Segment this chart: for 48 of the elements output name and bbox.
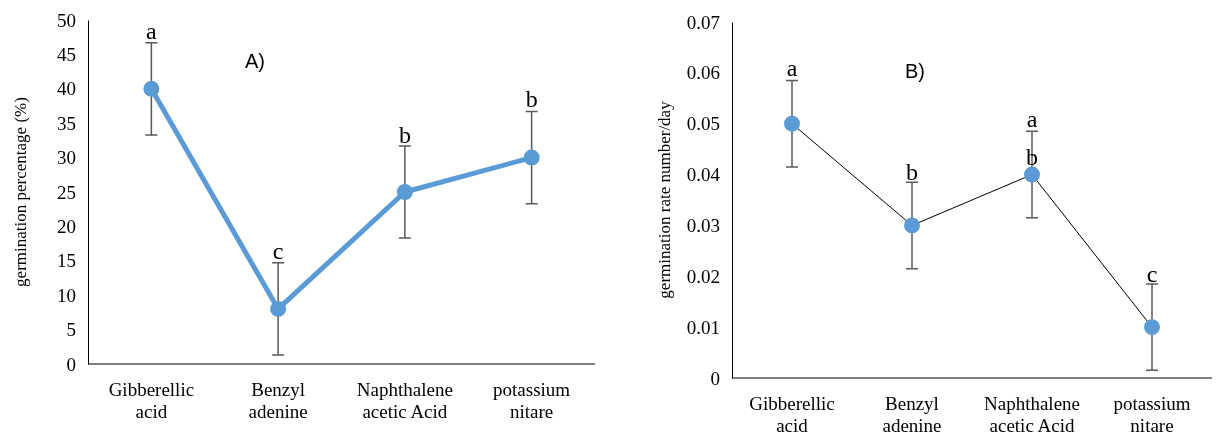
- annotation: c: [272, 237, 284, 264]
- y-tick-label: 0.07: [686, 11, 720, 33]
- y-tick-label: 0.04: [686, 164, 721, 186]
- y-tick-label: 50: [57, 9, 76, 31]
- annotation: a: [786, 54, 798, 81]
- y-tick-label: 15: [57, 250, 76, 272]
- annotation: c: [1146, 260, 1158, 287]
- y-tick-label: 5: [66, 319, 76, 341]
- x-tick-label: potassium nitare: [493, 379, 571, 422]
- text: B): [905, 60, 925, 82]
- point: [270, 301, 287, 317]
- y-tick-label: 45: [57, 43, 76, 65]
- text: A): [245, 50, 265, 72]
- y-axis-title: germination percentage (%): [11, 97, 30, 287]
- point: [784, 115, 800, 132]
- x-tick-label: Gibberellic acid: [749, 393, 835, 436]
- y-axis-title: germination rate number/day: [655, 100, 674, 299]
- y-tick-label: 25: [57, 181, 76, 203]
- point: [143, 80, 160, 97]
- annotation: b: [906, 159, 918, 186]
- point: [1144, 319, 1160, 336]
- x-tick-label: Benzyl adenine: [882, 393, 942, 436]
- y-tick-label: 0.02: [686, 265, 720, 287]
- annotation: a: [1026, 105, 1038, 132]
- y-tick-label: 35: [57, 112, 76, 134]
- y-tick-label: 0.05: [686, 113, 720, 135]
- annotation: a: [146, 17, 158, 44]
- annotation: b: [1026, 143, 1038, 170]
- y-tick-label: 0: [66, 353, 76, 375]
- annotation: b: [525, 86, 538, 113]
- y-tick-label: 40: [57, 78, 76, 100]
- y-tick-label: 20: [57, 215, 76, 237]
- y-tick-label: 0: [710, 367, 720, 389]
- x-tick-label: Naphthalene acetic Acid: [356, 379, 453, 422]
- x-tick-label: potassium nitare: [1113, 393, 1191, 436]
- point: [523, 149, 540, 166]
- y-tick-label: 0.06: [686, 62, 720, 84]
- y-tick-label: 0.01: [686, 316, 720, 338]
- y-tick-label: 10: [57, 284, 76, 306]
- point: [1024, 166, 1040, 183]
- annotation: b: [398, 122, 411, 149]
- point: [396, 184, 413, 200]
- x-tick-label: Gibberellic acid: [108, 379, 195, 422]
- x-tick-label: Benzyl adenine: [248, 379, 308, 422]
- x-tick-label: Naphthalene acetic Acid: [983, 393, 1081, 436]
- y-tick-label: 30: [57, 147, 76, 169]
- point: [904, 217, 920, 234]
- y-tick-label: 0.03: [686, 215, 720, 237]
